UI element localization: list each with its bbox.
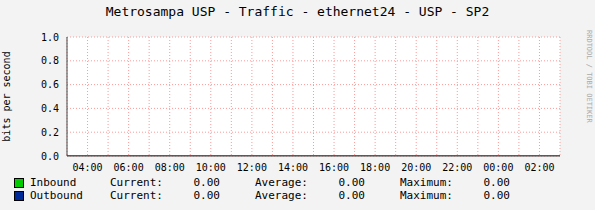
svg-text:06:00: 06:00	[114, 162, 144, 173]
svg-text:10:00: 10:00	[196, 162, 226, 173]
svg-text:12:00: 12:00	[237, 162, 267, 173]
svg-text:14:00: 14:00	[278, 162, 308, 173]
html-text:0.00: 0.00	[483, 176, 510, 189]
svg-text:0.6: 0.6	[41, 79, 59, 90]
html-text:Metrosampa USP - Traffic - eth: Metrosampa USP - Traffic - ethernet24 - …	[105, 4, 490, 19]
svg-text:22:00: 22:00	[442, 162, 472, 173]
html-text:Current:: Current:	[110, 189, 163, 202]
svg-text:1.0: 1.0	[41, 32, 59, 43]
svg-text:0.8: 0.8	[41, 55, 59, 66]
html-text:Outbound: Outbound	[30, 189, 83, 202]
svg-text:0.0: 0.0	[41, 151, 59, 162]
html-text:Average:: Average:	[255, 176, 308, 189]
svg-text:18:00: 18:00	[360, 162, 390, 173]
html-text:Inbound: Inbound	[30, 176, 77, 189]
html-text:0.00: 0.00	[193, 189, 220, 202]
svg-text:00:00: 00:00	[483, 162, 513, 173]
svg-text:20:00: 20:00	[401, 162, 431, 173]
svg-text:08:00: 08:00	[155, 162, 185, 173]
svg-text:0.2: 0.2	[41, 127, 59, 138]
svg-text:16:00: 16:00	[319, 162, 349, 173]
html-text:Average:: Average:	[255, 189, 308, 202]
html-text:Maximum:: Maximum:	[400, 189, 453, 202]
svg-text:04:00: 04:00	[72, 162, 102, 173]
html-text:0.00: 0.00	[338, 176, 365, 189]
html-text:Maximum:: Maximum:	[400, 176, 453, 189]
html-text:0.00: 0.00	[193, 176, 220, 189]
html-text:0.00: 0.00	[338, 189, 365, 202]
html-text:RRDTOOL / TOBI OETIKER: RRDTOOL / TOBI OETIKER	[585, 30, 593, 123]
svg-text:0.4: 0.4	[41, 103, 59, 114]
html-text:Current:: Current:	[110, 176, 163, 189]
svg-text:bits per second: bits per second	[8, 51, 12, 141]
svg-text:02:00: 02:00	[524, 162, 554, 173]
html-text:0.00: 0.00	[483, 189, 510, 202]
